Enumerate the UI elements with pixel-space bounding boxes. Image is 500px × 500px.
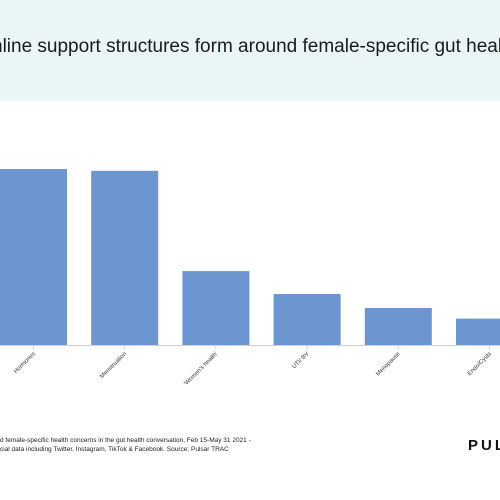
- x-tick-label-2: 'Women's health': [183, 351, 219, 387]
- bar-5: [456, 318, 500, 345]
- bar-4: [364, 308, 432, 345]
- brand-logo: PUL: [468, 437, 500, 454]
- bar-3: [273, 294, 341, 345]
- bar-chart: Hormones Menstruation 'Women's health' UTI/…: [0, 169, 500, 387]
- footnote-line-2: cial data including Twitter, Instagram, …: [0, 446, 229, 453]
- bar-0: [0, 169, 67, 345]
- x-tick-label-5: Endo/Cysts: [467, 351, 493, 377]
- footnote: d female-specific health concerns in the…: [0, 436, 420, 454]
- x-tick-label-1: Menstruation: [99, 351, 128, 380]
- x-tick-label-3: UTI/ BV: [291, 351, 310, 370]
- x-tick-label-4: Menopause: [375, 351, 402, 378]
- bar-2: [182, 271, 250, 345]
- title-banner: nline support structures form around fem…: [0, 0, 500, 101]
- x-tick-label-0: Hormones: [13, 351, 37, 375]
- footnote-line-1: d female-specific health concerns in the…: [0, 437, 251, 444]
- bar-1: [91, 170, 159, 345]
- chart-title: nline support structures form around fem…: [0, 36, 500, 57]
